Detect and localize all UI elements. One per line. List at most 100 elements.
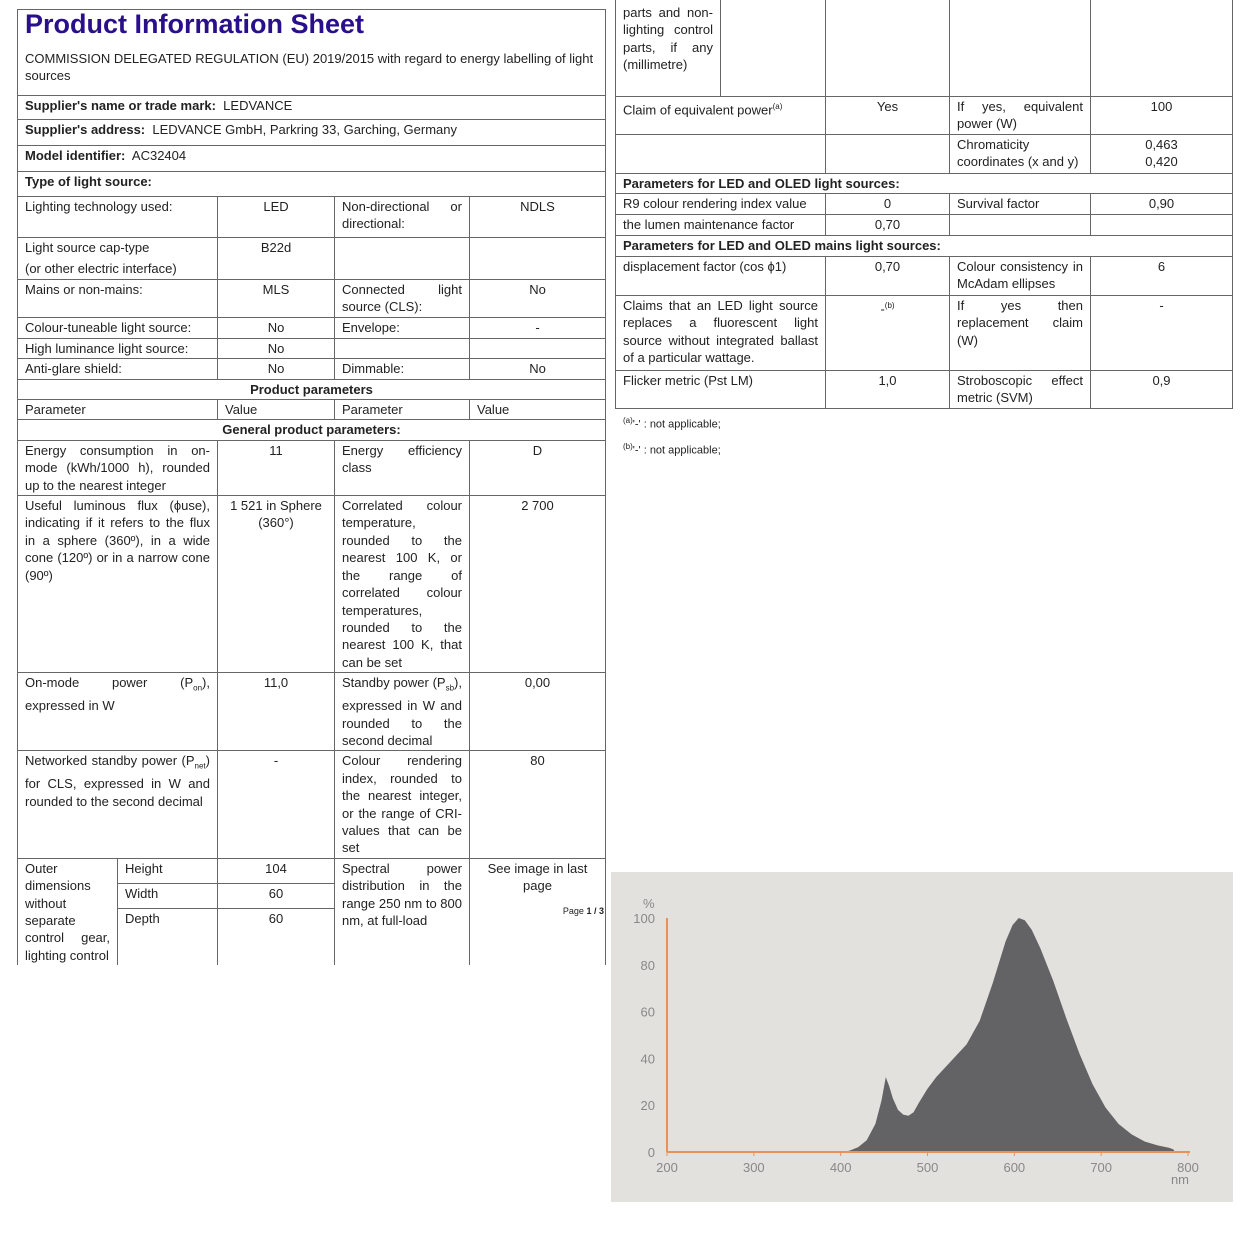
page-current: 1: [586, 906, 592, 916]
subscript: sb: [445, 683, 455, 693]
param-value: -: [469, 316, 606, 339]
x-tick-label: 400: [830, 1160, 852, 1175]
param-label: Chromaticity coordinates (x and y): [949, 133, 1091, 174]
param-value: 0: [825, 192, 950, 215]
empty-cell: [1090, 213, 1233, 236]
spectrum-area: [840, 918, 1175, 1152]
dimensions-row: Outer dimensions without separate contro…: [17, 857, 606, 966]
param-label: On-mode power (Pon), expressed in W: [17, 672, 218, 752]
product-info-table: Product Information Sheet COMMISSION DEL…: [17, 9, 606, 966]
footnote: (a)'-' : not applicable;: [623, 410, 721, 436]
param-label: Networked standby power (Pnet) for CLS, …: [17, 750, 218, 859]
x-axis-label: nm: [1171, 1172, 1189, 1187]
footnote-mark: (a): [623, 416, 633, 425]
text: ) for CLS, expressed in W and rounded to…: [25, 753, 210, 809]
table-row: the lumen maintenance factor 0,70: [615, 213, 1233, 236]
column-header-row: Parameter Value Parameter Value: [17, 399, 606, 421]
param-value: D: [469, 439, 606, 497]
cap-type-label: Light source cap-type: [25, 240, 150, 255]
width-value: 60: [217, 882, 335, 910]
model-row: Model identifier: AC32404: [17, 145, 606, 172]
table-row: High luminance light source: No: [17, 337, 606, 360]
empty-cell: [1090, 0, 1233, 97]
empty-cell: [469, 237, 606, 280]
subscript: on: [193, 683, 203, 693]
footnotes: (a)'-' : not applicable; (b)'-' : not ap…: [623, 410, 721, 461]
spectral-power-chart: 200 300 400 500 600 700 800 0 20 40 60 80 100 % nm: [611, 872, 1233, 1202]
table-row: Mains or non-mains: MLS Connected light so…: [17, 279, 606, 318]
param-label: the lumen maintenance factor: [615, 213, 826, 236]
width-label: Width: [117, 882, 218, 910]
param-label: Dimmable:: [334, 358, 470, 380]
x-tick-label: 300: [743, 1160, 765, 1175]
empty-cell: [825, 0, 950, 97]
empty-cell: [469, 337, 606, 360]
footnote-mark: (b): [884, 300, 895, 310]
depth-value: 60: [217, 908, 335, 966]
x-tick-label: 800: [1177, 1160, 1199, 1175]
general-parameters-heading: General product parameters:: [17, 419, 606, 441]
param-label: Claims that an LED light source replaces…: [615, 294, 826, 371]
param-value: 0,70: [825, 213, 950, 236]
supplier-address-row: Supplier's address: LEDVANCE GmbH, Parkr…: [17, 119, 606, 146]
param-label: R9 colour rendering index value: [615, 192, 826, 215]
param-value: -: [217, 750, 335, 859]
param-label: Connected light source (CLS):: [334, 279, 470, 318]
param-label: Colour rendering index, rounded to the n…: [334, 750, 470, 859]
param-label: Lighting technology used:: [17, 196, 218, 238]
table-row: Claim of equivalent power(a) Yes If yes, e…: [615, 95, 1233, 135]
cap-type-sublabel: (or other electric interface): [25, 261, 177, 277]
column-header: Parameter: [334, 399, 470, 421]
supplier-address-label: Supplier's address:: [25, 122, 146, 137]
chroma-y: 0,420: [1145, 153, 1178, 169]
product-info-table-continued: parts and non-lighting control parts, if…: [615, 0, 1233, 409]
height-value: 104: [217, 857, 335, 884]
empty-cell: [334, 337, 470, 360]
led-parameters-heading: Parameters for LED and OLED light source…: [615, 172, 1233, 194]
table-row: displacement factor (cos ϕ1) 0,70 Colour c…: [615, 255, 1233, 296]
param-value: 6: [1090, 255, 1233, 296]
param-value: 0,9: [1090, 369, 1233, 409]
subscript: net: [194, 761, 206, 771]
column-header: Parameter: [17, 399, 218, 421]
param-value: 11: [217, 439, 335, 497]
param-label: Mains or non-mains:: [17, 279, 218, 318]
param-value: 1 521 in Sphere (360°): [217, 495, 335, 674]
param-value: 0,90: [1090, 192, 1233, 215]
empty-cell: [720, 0, 826, 97]
param-value: 0,00: [469, 672, 606, 752]
page-label: Page: [562, 906, 584, 916]
footnote: (b)'-' : not applicable;: [623, 436, 721, 462]
param-label: High luminance light source:: [17, 337, 218, 360]
dimensions-label: Outer dimensions without separate contro…: [17, 857, 118, 966]
page-title: Product Information Sheet: [25, 9, 365, 40]
chroma-x: 0,463: [1145, 136, 1178, 152]
param-value: 100: [1090, 95, 1233, 135]
param-value: 0,463 0,420: [1090, 133, 1233, 174]
param-label: If yes, equivalent power (W): [949, 95, 1091, 135]
y-tick-label: 0: [648, 1145, 655, 1160]
table-row: Useful luminous flux (ϕuse), indicating …: [17, 495, 606, 674]
height-label: Height: [117, 857, 218, 884]
x-tick-label: 700: [1090, 1160, 1112, 1175]
param-value: -: [1090, 294, 1233, 371]
param-value: No: [217, 358, 335, 380]
param-value: 2 700: [469, 495, 606, 674]
table-row: Colour-tuneable light source: No Envelope:…: [17, 316, 606, 339]
y-tick-label: 80: [641, 958, 655, 973]
table-row: Lighting technology used: LED Non-directio…: [17, 196, 606, 238]
param-value: 80: [469, 750, 606, 859]
table-row: Claims that an LED light source replaces…: [615, 294, 1233, 371]
param-value: Yes: [825, 95, 950, 135]
param-value: No: [217, 337, 335, 360]
param-label: Energy efficiency class: [334, 439, 470, 497]
param-label: Useful luminous flux (ϕuse), indicating …: [17, 495, 218, 674]
empty-cell: [825, 133, 950, 174]
param-label: If yes then replacement claim (W): [949, 294, 1091, 371]
text: Standby power (P: [342, 675, 446, 691]
param-label: displacement factor (cos ϕ1): [615, 255, 826, 296]
table-row: Flicker metric (Pst LM) 1,0 Stroboscopic e…: [615, 369, 1233, 409]
product-parameters-heading: Product parameters: [17, 378, 606, 401]
param-label: Anti-glare shield:: [17, 358, 218, 380]
param-label: Standby power (Psb), expressed in W and …: [334, 672, 470, 752]
